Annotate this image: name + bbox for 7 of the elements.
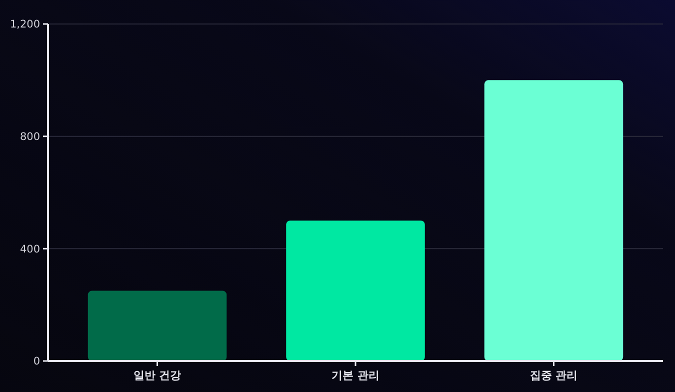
x-tick-label: 기본 관리	[332, 369, 380, 382]
y-tick-label: 800	[20, 131, 40, 144]
x-tick-label: 집중 관리	[530, 369, 578, 382]
x-tick-label: 일반 건강	[133, 369, 182, 382]
y-tick-label: 0	[33, 356, 40, 368]
y-tick-label: 400	[20, 243, 40, 256]
y-tick-label: 1,200	[10, 18, 40, 31]
